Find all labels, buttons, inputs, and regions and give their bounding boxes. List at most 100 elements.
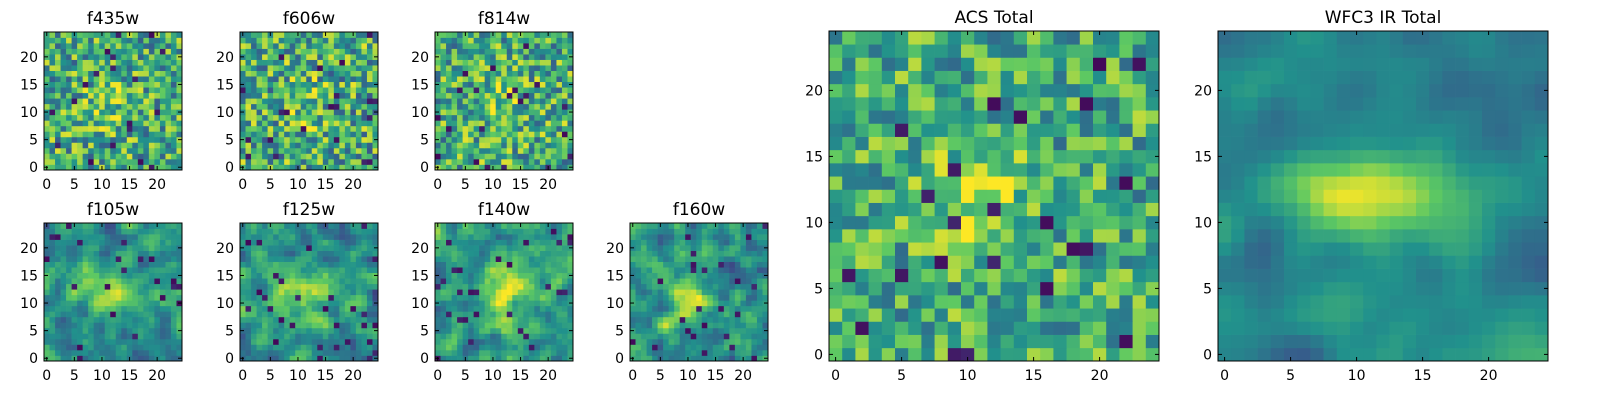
heatmap-cell (132, 278, 139, 285)
heatmap-cell (267, 70, 274, 77)
heatmap-cell (484, 147, 491, 154)
heatmap-cell (366, 294, 373, 301)
heatmap-cell (333, 158, 340, 165)
heatmap-cell (328, 349, 335, 356)
heatmap-cell (60, 81, 67, 88)
heatmap-cell (55, 147, 61, 154)
heatmap-cell (115, 344, 122, 351)
heatmap-cell (556, 54, 563, 60)
heatmap-cell (712, 338, 719, 345)
heatmap-cell (1000, 202, 1015, 217)
heatmap-cell (534, 37, 541, 44)
heatmap-cell (355, 32, 362, 38)
heatmap-cell (484, 37, 491, 44)
heatmap-cell (143, 54, 150, 60)
heatmap-cell (361, 158, 368, 165)
heatmap-cell (322, 120, 329, 127)
heatmap-cell (251, 228, 257, 235)
heatmap-cell (317, 153, 324, 160)
heatmap-cell (734, 355, 741, 362)
heatmap-cell (121, 103, 128, 110)
heatmap-cell (495, 316, 502, 323)
heatmap-cell (170, 327, 177, 334)
heatmap-cell (311, 142, 318, 149)
heatmap-cell (251, 65, 257, 71)
heatmap-cell (663, 311, 669, 318)
heatmap-cell (696, 344, 703, 351)
heatmap-cell (44, 92, 50, 99)
heatmap-cell (322, 142, 329, 149)
heatmap-cell (322, 322, 329, 329)
heatmap-cell (278, 158, 285, 165)
heatmap-cell (148, 92, 155, 99)
heatmap-cell (99, 256, 106, 262)
heatmap-cell (170, 32, 177, 38)
heatmap-cell (289, 54, 296, 60)
heatmap-cell (762, 256, 769, 262)
heatmap-cell (126, 87, 133, 94)
heatmap-cell (490, 234, 497, 240)
heatmap-cell (495, 158, 502, 165)
heatmap-cell (567, 43, 574, 49)
heatmap-cell (176, 289, 183, 296)
heatmap-cell (740, 294, 747, 301)
heatmap-cell (262, 355, 268, 362)
heatmap-cell (501, 272, 508, 279)
heatmap-cell (630, 278, 636, 285)
heatmap-cell (630, 333, 636, 340)
heatmap-cell (712, 256, 719, 262)
heatmap-cell (868, 176, 883, 190)
heatmap-cell (284, 256, 291, 262)
heatmap-cell (170, 48, 177, 55)
heatmap-cell (668, 355, 675, 362)
heatmap-cell (934, 242, 949, 256)
heatmap-cell (344, 98, 351, 105)
heatmap-cell (895, 189, 909, 203)
heatmap-cell (176, 256, 183, 262)
heatmap-cell (468, 311, 474, 318)
heatmap-cell (528, 32, 535, 38)
heatmap-cell (734, 256, 741, 262)
heatmap-cell (468, 327, 474, 334)
heatmap-cell (762, 283, 769, 290)
heatmap-cell (66, 32, 72, 38)
heatmap-cell (328, 76, 335, 83)
heatmap-cell (262, 136, 268, 143)
heatmap-cell (77, 316, 83, 323)
heatmap-cell (361, 81, 368, 88)
heatmap-cell (278, 76, 285, 83)
heatmap-cell (273, 65, 279, 71)
heatmap-cell (355, 256, 362, 262)
heatmap-cell (148, 289, 155, 296)
heatmap-cell (512, 234, 519, 240)
heatmap-cell (104, 245, 111, 251)
heatmap-cell (462, 54, 469, 60)
heatmap-cell (361, 261, 368, 268)
heatmap-cell (355, 322, 362, 329)
heatmap-cell (350, 333, 357, 340)
heatmap-cell (462, 333, 469, 340)
heatmap-cell (333, 327, 340, 334)
heatmap-cell (60, 125, 67, 132)
heatmap-cell (523, 289, 530, 296)
heatmap-cell (115, 59, 122, 66)
heatmap-cell (256, 344, 263, 351)
heatmap-cell (137, 256, 144, 262)
heatmap-cell (829, 229, 843, 243)
heatmap-cell (729, 239, 736, 246)
heatmap-cell (344, 37, 351, 44)
heatmap-cell (60, 289, 67, 296)
heatmap-cell (630, 294, 636, 301)
heatmap-cell (462, 294, 469, 301)
heatmap-cell (679, 239, 686, 246)
heatmap-cell (311, 147, 318, 154)
heatmap-cell (366, 76, 373, 83)
heatmap-cell (440, 322, 447, 329)
heatmap-cell (446, 250, 452, 257)
heatmap-cell (473, 136, 480, 143)
heatmap-cell (1079, 176, 1094, 190)
heatmap-cell (762, 228, 769, 235)
heatmap-cell (550, 245, 557, 251)
heatmap-cell (657, 327, 664, 334)
heatmap-cell (745, 245, 752, 251)
